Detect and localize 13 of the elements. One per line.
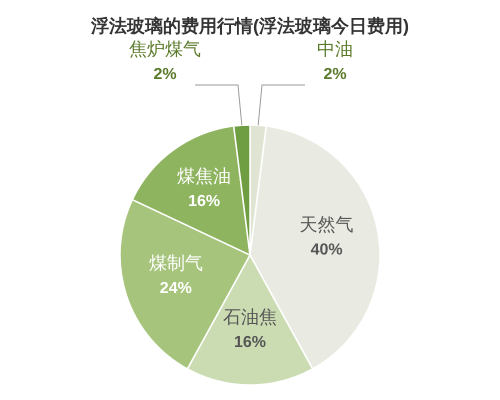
data-label: 16%: [188, 192, 220, 210]
chart-title: 浮法玻璃的费用行情(浮法玻璃今日费用): [90, 16, 409, 36]
slice-label: 石油焦: [223, 307, 277, 327]
data-label: 2%: [153, 66, 177, 83]
data-label: 24%: [160, 280, 192, 298]
data-label: 16%: [234, 334, 266, 351]
slice-label: 中油: [317, 39, 353, 59]
slice-label: 天然气: [300, 214, 354, 234]
slice-label: 煤焦油: [177, 166, 232, 186]
data-label: 40%: [310, 241, 343, 258]
data-label: 2%: [323, 66, 347, 83]
slice-label: 焦炉煤气: [129, 39, 201, 59]
slice-label: 煤制气: [148, 253, 203, 274]
